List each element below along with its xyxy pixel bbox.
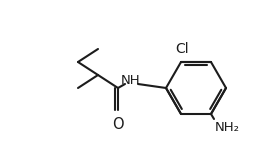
Text: NH₂: NH₂ <box>215 121 240 134</box>
Text: NH: NH <box>121 75 141 88</box>
Text: Cl: Cl <box>175 42 189 56</box>
Text: O: O <box>112 117 124 132</box>
